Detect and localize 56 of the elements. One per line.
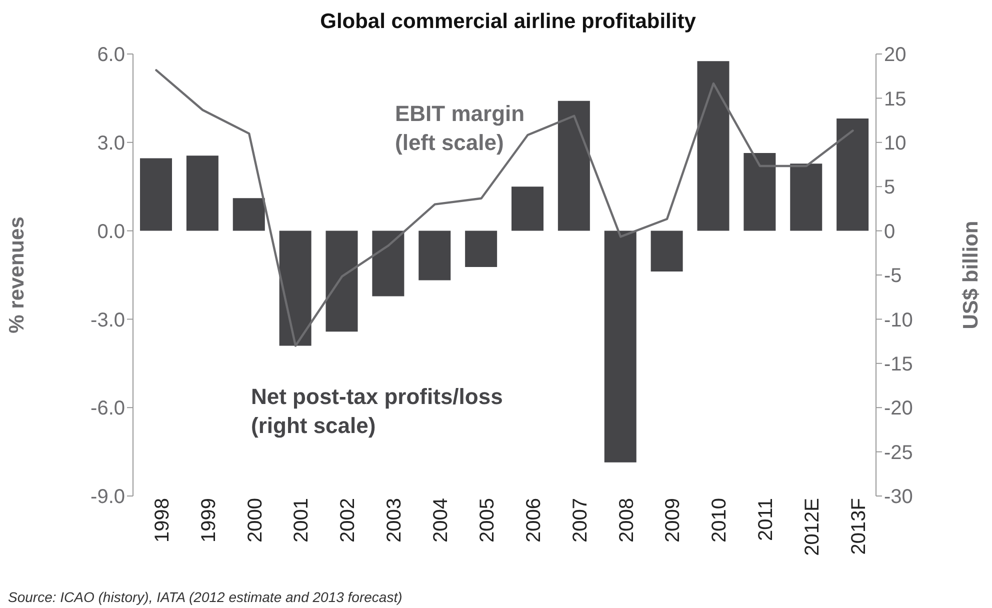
y-axis-title: % revenues xyxy=(5,216,28,334)
bar xyxy=(186,156,218,231)
y2-tick-label: -20 xyxy=(884,398,913,420)
bar xyxy=(140,158,172,231)
y2-axis-title: US$ billion xyxy=(959,220,982,330)
y-tick-label: 3.0 xyxy=(97,132,125,154)
annotation: EBIT margin (left scale) xyxy=(395,100,525,157)
bar xyxy=(650,230,683,272)
x-tick-label: 1998 xyxy=(151,498,174,542)
x-tick-label: 2011 xyxy=(755,498,778,542)
x-tick-label: 2007 xyxy=(569,498,592,542)
y-tick-label: 0.0 xyxy=(97,220,125,243)
y2-tick-label: 0 xyxy=(884,220,896,243)
x-tick-label: 2005 xyxy=(476,498,498,542)
x-tick-label: 2003 xyxy=(384,498,406,542)
chart-title: Global commercial airline profitability xyxy=(319,10,697,34)
bar xyxy=(604,230,636,462)
y2-tick-label: -30 xyxy=(884,486,913,508)
bar xyxy=(790,164,822,231)
bar xyxy=(326,230,358,332)
x-tick-label: 1999 xyxy=(198,498,220,542)
bar xyxy=(418,230,451,280)
y2-tick-label: 15 xyxy=(884,88,906,110)
y2-tick-label: 20 xyxy=(884,44,906,66)
y2-tick-label: -10 xyxy=(884,309,913,332)
y-tick-label: -9.0 xyxy=(90,486,125,508)
bar xyxy=(558,100,590,231)
bar xyxy=(512,186,544,231)
y2-tick-label: 5 xyxy=(884,176,896,199)
bar xyxy=(232,198,265,231)
y2-tick-label: -15 xyxy=(884,354,913,376)
bar xyxy=(372,230,404,296)
x-tick-label: 2000 xyxy=(244,498,266,542)
bar xyxy=(279,230,312,346)
x-tick-label: 2013F xyxy=(848,498,870,555)
y-tick-label: -6.0 xyxy=(90,398,125,420)
x-tick-label: 2001 xyxy=(290,498,313,542)
x-tick-label: 2010 xyxy=(708,498,731,542)
bar xyxy=(836,118,869,231)
y2-tick-label: -25 xyxy=(884,442,913,464)
y-tick-label: 6.0 xyxy=(97,44,125,66)
annotation: Net post-tax profits/loss (right scale) xyxy=(251,383,503,440)
bar xyxy=(465,230,498,268)
bar xyxy=(744,153,776,231)
y2-tick-label: -5 xyxy=(884,265,902,288)
y-tick-label: -3.0 xyxy=(90,309,125,332)
x-tick-label: 2012E xyxy=(802,498,824,556)
line-series xyxy=(155,69,854,347)
bar xyxy=(697,61,730,231)
source-note: Source: ICAO (history), IATA (2012 estimate and 2013 forecast) xyxy=(8,588,402,606)
x-tick-label: 2004 xyxy=(430,498,452,542)
y2-tick-label: 10 xyxy=(884,132,906,154)
x-tick-label: 2002 xyxy=(337,498,360,542)
x-tick-label: 2009 xyxy=(662,498,684,542)
x-tick-label: 2006 xyxy=(522,498,545,542)
x-tick-label: 2008 xyxy=(616,498,638,542)
